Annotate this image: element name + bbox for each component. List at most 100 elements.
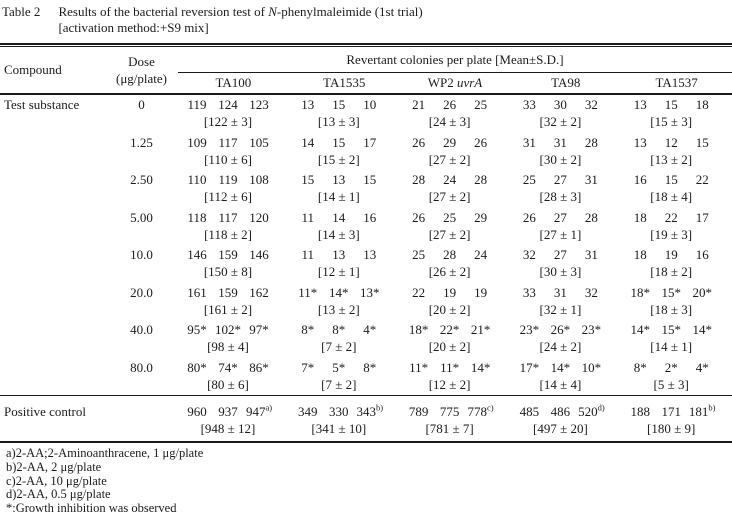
strain-cell: 95* 102* 97* [98 ± 4] (178, 320, 289, 358)
plate-count: 159 (218, 247, 238, 262)
dose-value (105, 396, 178, 441)
plate-count: 20* (692, 284, 712, 300)
footnote-c: c)2-AA, 10 μg/plate (6, 473, 107, 488)
plate-count: 18 (633, 209, 647, 225)
footnote-ref: d) (597, 402, 605, 413)
mean-sd: [32 ± 1] (539, 301, 582, 317)
strain-cell: 13 15 10 [13 ± 3] (289, 95, 400, 133)
plate-count: 14* (550, 359, 571, 375)
plate-count: 119 (187, 97, 207, 112)
mean-sd: [18 ± 3] (650, 301, 693, 317)
plate-count: 14 (301, 134, 315, 150)
plate-count: 31 (584, 172, 598, 187)
compound-cell (0, 170, 105, 208)
table-title-text: Results of the bacterial reversion test … (58, 4, 422, 35)
table-number: Table 2 (2, 4, 41, 19)
plate-count: 13 (363, 247, 377, 262)
plate-count: 161 (187, 284, 207, 300)
plate-count: 95* (187, 322, 207, 337)
mean-sd: [14 ± 3] (317, 226, 360, 242)
mean-sd: [5 ± 3] (653, 376, 689, 392)
plate-count: 25 (474, 97, 488, 112)
footnotes: a)2-AA;2-Aminoanthracene, 1 μg/plate b)2… (0, 443, 732, 516)
compound-cell: Test substance (4, 97, 80, 112)
plate-count: 12 (664, 134, 678, 150)
strain-cell: 22 19 19 [20 ± 2] (400, 283, 511, 321)
table-bottom-rule (0, 441, 732, 443)
plate-count: 22 (695, 172, 709, 187)
mean-sd: [30 ± 3] (539, 264, 582, 279)
footnote-a: a)2-AA;2-Aminoanthracene, 1 μg/plate (6, 446, 204, 460)
plate-count: 2* (664, 359, 678, 375)
plate-count: 17* (519, 359, 540, 375)
plate-count: 74* (218, 359, 238, 375)
mean-sd: [14 ± 4] (539, 376, 582, 392)
plate-count: 25 (443, 209, 457, 225)
strain-cell: 18 19 16 [18 ± 2] (621, 245, 732, 283)
plate-count: 8* (332, 322, 346, 337)
table-row: 5.00 118 117 120 [118 ± 2] 11 14 16 [14 … (0, 208, 732, 246)
dose-value: 1.25 (130, 134, 153, 150)
strain-cell: 26 25 29 [27 ± 2] (400, 208, 511, 246)
mean-sd: [27 ± 2] (428, 189, 471, 204)
strain-cell: 8* 8* 4* [7 ± 2] (289, 320, 400, 358)
mean-sd: [150 ± 8] (203, 264, 253, 279)
plate-count: 349 (298, 404, 318, 419)
plate-count: 8* (363, 359, 377, 375)
plate-count: 14 (332, 209, 346, 225)
plate-count: 22* (439, 322, 460, 337)
plate-count: 485 (519, 404, 540, 419)
plate-count: 31 (584, 247, 598, 262)
column-header-ta1535: TA1535 (323, 75, 366, 90)
mean-sd: [948 ± 12] (200, 421, 256, 436)
table-row: Test substance 0 119 124 123 [122 ± 3] 1… (0, 95, 732, 133)
mean-sd: [15 ± 3] (650, 114, 693, 129)
plate-count: 97* (249, 322, 269, 337)
strain-cell: 13 12 15 [13 ± 2] (621, 133, 732, 171)
plate-count: 28 (474, 172, 488, 187)
plate-count: 17 (363, 134, 377, 150)
plate-count: 105 (249, 134, 269, 150)
plate-count: 14* (692, 322, 712, 337)
table-top-rule (0, 43, 732, 47)
strain-cell: 110 119 108 [112 ± 6] (178, 170, 289, 208)
mean-sd: [18 ± 2] (650, 264, 693, 279)
mean-sd: [32 ± 2] (539, 114, 582, 129)
footnote-ref: b) (376, 402, 384, 413)
plate-count: 18 (633, 247, 647, 262)
plate-count: 16 (633, 172, 647, 187)
strain-cell: 32 27 31 [30 ± 3] (510, 245, 621, 283)
footnote-ref: b) (708, 402, 716, 413)
plate-count: 171 (661, 404, 681, 419)
mean-sd: [7 ± 2] (321, 376, 357, 392)
plate-count: 26 (412, 134, 426, 150)
plate-count: 520d) (578, 402, 605, 419)
strain-cell: 789 775 778c) [781 ± 7] (400, 396, 511, 441)
plate-count: 27 (553, 172, 567, 187)
mean-sd: [14 ± 1] (650, 339, 693, 354)
mean-sd: [30 ± 2] (539, 151, 582, 167)
compound-cell (0, 358, 105, 396)
footnote-asterisk: *:Growth inhibition was observed (6, 501, 177, 516)
mean-sd: [19 ± 3] (650, 226, 693, 242)
plate-count: 22 (664, 209, 678, 225)
plate-count: 15* (661, 284, 681, 300)
table-row: 40.0 95* 102* 97* [98 ± 4] 8* 8* 4* [7 ±… (0, 320, 732, 358)
strain-cell: 161 159 162 [161 ± 2] (178, 283, 289, 321)
strain-cell: 17* 14* 10* [14 ± 4] (510, 358, 621, 396)
plate-count: 937 (218, 404, 238, 419)
strain-cell: 31 31 28 [30 ± 2] (510, 133, 621, 171)
plate-count: 13* (360, 284, 380, 300)
strain-cell: 18* 22* 21* [20 ± 2] (400, 320, 511, 358)
plate-count: 28 (584, 134, 598, 150)
plate-count: 10* (581, 359, 602, 375)
plate-count: 117 (218, 209, 238, 225)
dose-value: 0 (138, 97, 145, 112)
compound-cell: Positive control (4, 404, 86, 419)
strain-cell: 16 15 22 [18 ± 4] (621, 170, 732, 208)
strain-cell: 14* 15* 14* [14 ± 1] (621, 320, 732, 358)
strain-cell: 146 159 146 [150 ± 8] (178, 245, 289, 283)
mean-sd: [27 ± 2] (428, 226, 471, 242)
plate-count: 14* (470, 359, 491, 375)
plate-count: 17 (695, 209, 709, 225)
